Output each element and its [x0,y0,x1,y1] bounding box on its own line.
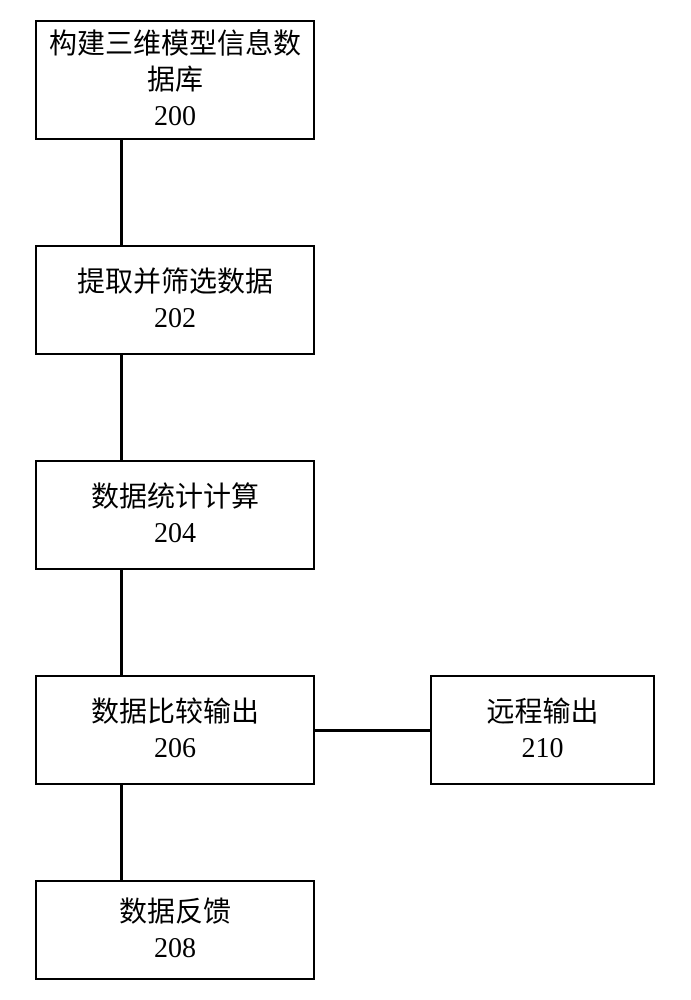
node-label: 提取并筛选数据 [77,265,273,301]
node-number: 204 [154,518,196,550]
edge-n4-n6 [120,785,123,880]
node-number: 200 [154,101,196,133]
edge-n2-n3 [120,355,123,460]
edge-n4-n5 [315,729,430,732]
node-build-3d-model-db: 构建三维模型信息数据库 200 [35,20,315,140]
node-label: 构建三维模型信息数据库 [49,27,301,100]
node-remote-output: 远程输出 210 [430,675,655,785]
node-number: 202 [154,303,196,335]
node-data-statistics: 数据统计计算 204 [35,460,315,570]
node-label: 远程输出 [486,695,598,731]
node-extract-filter-data: 提取并筛选数据 202 [35,245,315,355]
node-data-compare-output: 数据比较输出 206 [35,675,315,785]
node-label: 数据反馈 [119,895,231,931]
edge-n1-n2 [120,140,123,245]
node-number: 210 [522,733,564,765]
node-data-feedback: 数据反馈 208 [35,880,315,980]
node-number: 206 [154,733,196,765]
node-label: 数据比较输出 [91,695,259,731]
edge-n3-n4 [120,570,123,675]
node-label: 数据统计计算 [91,480,259,516]
node-number: 208 [154,933,196,965]
